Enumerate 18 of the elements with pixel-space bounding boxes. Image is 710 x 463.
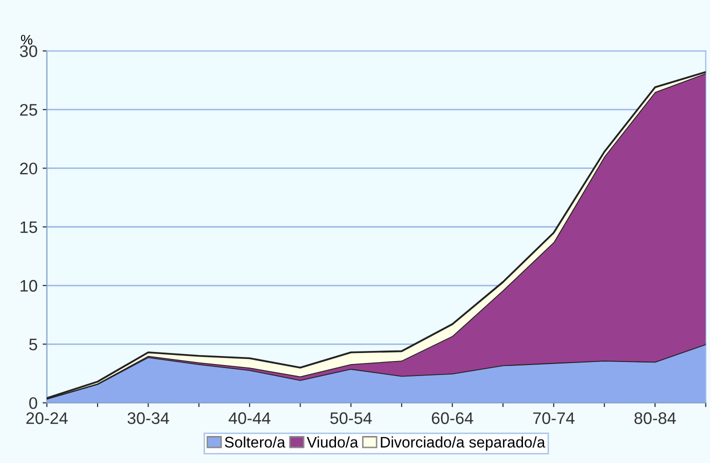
y-tick-label: 30: [20, 45, 38, 58]
legend-label: Divorciado/a separado/a: [380, 436, 546, 451]
y-tick-label: 15: [20, 221, 38, 234]
x-tick-label: 70-74: [533, 412, 575, 424]
y-tick-label: 25: [20, 104, 38, 116]
x-tick-label: 60-64: [432, 412, 474, 424]
x-tick-label: 80-84: [634, 412, 676, 424]
y-tick-label: 0: [29, 397, 38, 410]
x-tick-label: 30-34: [128, 412, 170, 424]
y-axis-title: %: [21, 34, 32, 45]
x-tick-label: 20-24: [26, 412, 68, 424]
x-tick-label: 40-44: [228, 412, 270, 424]
x-tick-label: 50-54: [330, 412, 372, 424]
y-tick-label: 5: [29, 338, 38, 350]
legend-label: Soltero/a: [224, 436, 286, 448]
legend-label: Viudo/a: [306, 436, 358, 448]
y-tick-label: 20: [20, 162, 38, 174]
y-tick-label: 10: [20, 280, 38, 292]
